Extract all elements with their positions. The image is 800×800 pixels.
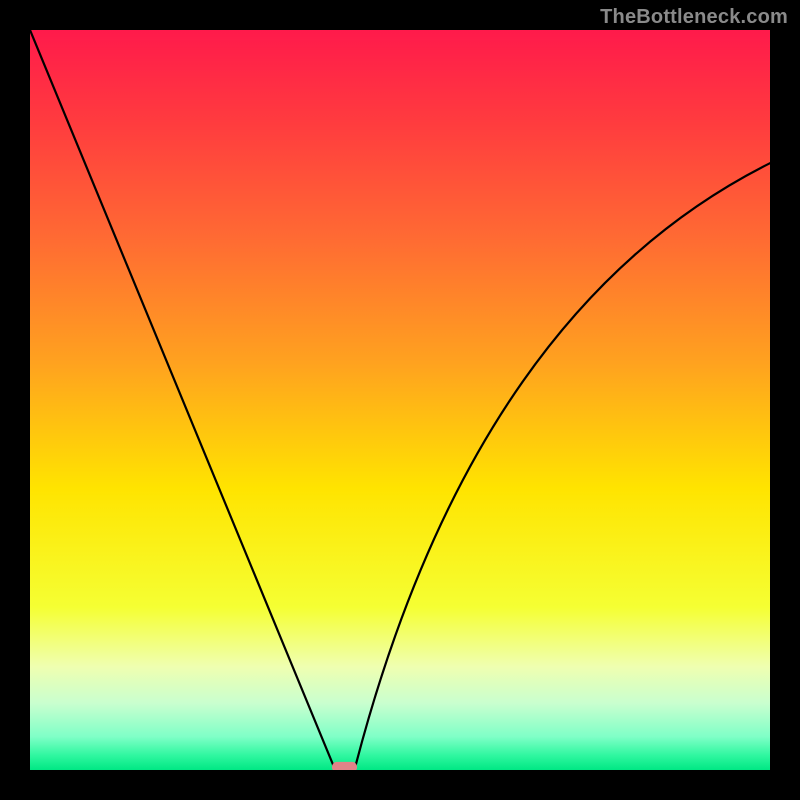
watermark-text: TheBottleneck.com xyxy=(600,6,788,29)
optimum-marker xyxy=(332,762,357,770)
bottleneck-curve-chart xyxy=(30,30,770,770)
gradient-background xyxy=(30,30,770,770)
chart-container: TheBottleneck.com xyxy=(0,0,800,800)
